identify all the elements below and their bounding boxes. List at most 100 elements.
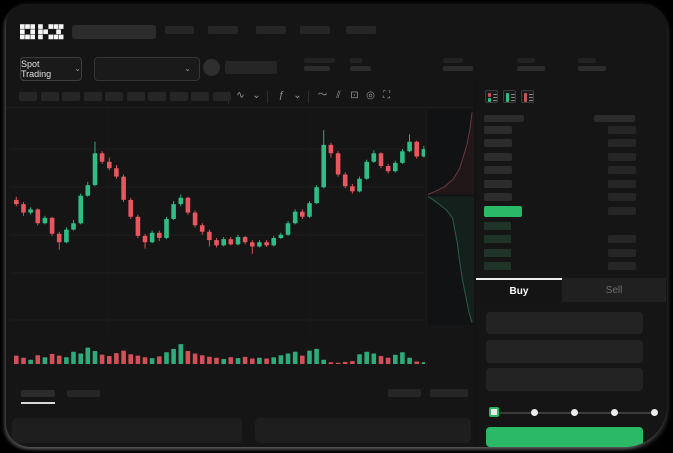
- timeframe-button[interactable]: [62, 92, 80, 101]
- market-type-label: Spot Trading: [21, 59, 52, 79]
- ask-amount-placeholder: [608, 139, 636, 148]
- bottom-right-control-placeholder[interactable]: [430, 389, 468, 397]
- chart-settings-icon[interactable]: ◎: [366, 90, 375, 101]
- stat-value-placeholder: [304, 66, 330, 71]
- timeframe-button[interactable]: [148, 92, 166, 101]
- pair-title-placeholder: [225, 61, 277, 74]
- bottom-tab-placeholder[interactable]: [67, 390, 100, 397]
- ask-price-placeholder[interactable]: [484, 139, 512, 148]
- timeframe-button[interactable]: [126, 92, 145, 101]
- fullscreen-icon[interactable]: ⛶: [383, 90, 390, 101]
- bottom-tab-active-underline: [21, 402, 55, 404]
- top-nav-item[interactable]: [208, 26, 238, 34]
- timeframe-button[interactable]: [105, 92, 123, 101]
- bids-dot: [488, 98, 491, 102]
- ask-amount-placeholder: [608, 179, 636, 188]
- brush-tool-icon[interactable]: ⫽: [336, 90, 341, 101]
- timeframe-button[interactable]: [169, 92, 188, 101]
- orderbook-layout-both-icon[interactable]: [485, 90, 498, 103]
- ask-amount-placeholder: [608, 152, 636, 161]
- bottom-tab-active-placeholder[interactable]: [21, 390, 55, 397]
- asks-dot: [488, 93, 491, 97]
- toolbar-divider: [308, 91, 309, 103]
- tab-sell[interactable]: Sell: [562, 278, 666, 302]
- timeframe-button[interactable]: [212, 92, 231, 101]
- amount-slider-stop[interactable]: [610, 409, 618, 416]
- order-price-field[interactable]: [486, 312, 643, 334]
- ask-amount-placeholder: [608, 193, 636, 201]
- stat-label-placeholder: [350, 58, 362, 63]
- orderbook-amount-header-placeholder: [594, 115, 635, 122]
- bid-price-placeholder[interactable]: [484, 222, 511, 230]
- app-window: Spot Trading ⌄ ⌄ Buy Sell: [6, 4, 667, 447]
- search-input-placeholder[interactable]: [72, 25, 156, 39]
- orders-panel-placeholder: [12, 418, 242, 443]
- orderbook-last-price[interactable]: [484, 206, 522, 217]
- stat-label-placeholder: [443, 58, 463, 63]
- indicators-icon[interactable]: ƒ: [278, 90, 285, 101]
- toolbar-separator-line: [6, 107, 473, 108]
- bottom-right-control-placeholder[interactable]: [388, 389, 421, 397]
- chart-type-icon[interactable]: ∿: [236, 90, 245, 101]
- stat-label-placeholder: [304, 58, 335, 63]
- tab-sell-label: Sell: [605, 284, 623, 296]
- screenshot-icon[interactable]: ⊡: [350, 90, 359, 101]
- amount-slider-stop[interactable]: [570, 409, 578, 416]
- stat-value-placeholder: [443, 66, 473, 71]
- amount-slider-stop[interactable]: [530, 409, 538, 416]
- candlestick-chart[interactable]: [10, 108, 425, 380]
- top-nav-item[interactable]: [300, 26, 330, 34]
- stat-value-placeholder: [517, 66, 545, 71]
- toolbar-divider: [267, 91, 268, 103]
- orderbook-layout-asks-icon[interactable]: [521, 90, 534, 103]
- stat-value-placeholder: [578, 66, 606, 71]
- bid-price-placeholder[interactable]: [484, 261, 511, 270]
- depth-chart[interactable]: [426, 110, 474, 325]
- top-nav-item[interactable]: [256, 26, 286, 34]
- pair-logo-avatar[interactable]: [203, 59, 220, 76]
- asks-bar: [524, 93, 527, 102]
- bid-price-placeholder[interactable]: [484, 235, 511, 244]
- bid-price-placeholder[interactable]: [484, 248, 511, 257]
- stat-value-placeholder: [350, 66, 371, 71]
- ask-price-placeholder[interactable]: [484, 179, 512, 188]
- ask-amount-placeholder: [608, 126, 636, 134]
- chart-type-chevron-icon[interactable]: ⌄: [252, 90, 261, 101]
- order-total-field[interactable]: [486, 368, 643, 391]
- orderbook-layout-bids-icon[interactable]: [503, 90, 516, 103]
- ask-price-placeholder[interactable]: [484, 193, 512, 201]
- pair-dropdown[interactable]: ⌄: [94, 57, 200, 81]
- trendline-tool-icon[interactable]: 〜: [317, 90, 328, 101]
- ask-price-placeholder[interactable]: [484, 126, 512, 134]
- timeframe-button[interactable]: [19, 92, 37, 101]
- market-type-selector[interactable]: Spot Trading ⌄: [20, 57, 82, 81]
- ask-price-placeholder[interactable]: [484, 152, 512, 161]
- ask-amount-placeholder: [608, 166, 636, 175]
- bid-amount-placeholder: [608, 248, 636, 257]
- orderbook-last-amount-placeholder: [608, 207, 636, 215]
- tab-buy-label: Buy: [509, 285, 529, 297]
- chevron-down-icon: ⌄: [74, 64, 81, 73]
- ask-price-placeholder[interactable]: [484, 166, 512, 175]
- right-panel-seam: [475, 84, 476, 447]
- timeframe-button[interactable]: [83, 92, 102, 101]
- buy-submit-button[interactable]: [486, 427, 643, 447]
- top-nav-item[interactable]: [346, 26, 376, 34]
- order-amount-field[interactable]: [486, 340, 643, 363]
- timeframe-button[interactable]: [40, 92, 59, 101]
- timeframe-button[interactable]: [191, 92, 209, 101]
- orderbook-price-header-placeholder: [484, 115, 524, 122]
- history-panel-placeholder: [255, 418, 471, 443]
- stat-label-placeholder: [578, 58, 596, 63]
- amount-slider-handle[interactable]: [489, 407, 499, 417]
- tab-buy[interactable]: Buy: [476, 278, 562, 302]
- amount-slider-stop[interactable]: [650, 409, 658, 416]
- bid-amount-placeholder: [608, 235, 636, 244]
- stat-label-placeholder: [517, 58, 535, 63]
- bid-amount-placeholder: [608, 261, 636, 270]
- top-nav-item[interactable]: [165, 26, 194, 34]
- okx-logo[interactable]: [20, 24, 64, 40]
- chevron-down-icon: ⌄: [184, 64, 191, 73]
- indicators-chevron-icon[interactable]: ⌄: [293, 90, 302, 101]
- bids-bar: [506, 93, 509, 102]
